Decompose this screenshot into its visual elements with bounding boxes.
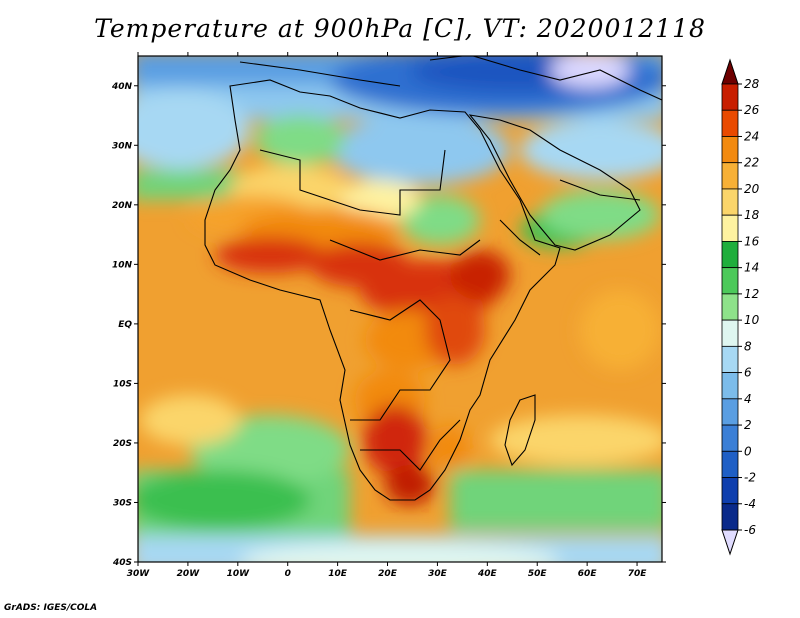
lon-tick-label: 10W — [227, 569, 251, 579]
lon-tick-label: 30E — [428, 569, 448, 579]
colorbar-box — [721, 136, 739, 164]
map-frame — [137, 55, 663, 563]
colorbar-box — [721, 83, 739, 111]
colorbar-label: 14 — [744, 261, 759, 275]
colorbar-box — [721, 214, 739, 242]
colorbar-box — [721, 398, 739, 426]
colorbar-box — [721, 293, 739, 321]
lon-tick-label: 70E — [628, 569, 648, 579]
colorbar-label: -6 — [744, 523, 756, 537]
lat-tick-label: 10S — [113, 379, 132, 389]
colorbar-label: 6 — [744, 366, 752, 380]
lat-tick-label: 40N — [111, 82, 133, 92]
colorbar-label: 24 — [744, 129, 759, 143]
lat-tick-label: EQ — [118, 320, 132, 330]
lon-tick-label: 60E — [578, 569, 598, 579]
colorbar-box — [721, 109, 739, 137]
colorbar-label: 16 — [744, 234, 760, 248]
lon-tick-label: 30W — [127, 569, 151, 579]
colorbar-label: 12 — [744, 287, 759, 301]
colorbar-top-arrow — [721, 58, 739, 85]
colorbar-label: 2 — [744, 418, 752, 432]
temperature-field — [138, 56, 662, 562]
colorbar-box — [721, 267, 739, 295]
colorbar-label: -2 — [744, 471, 756, 485]
colorbar-label: 4 — [744, 392, 752, 406]
lon-tick-label: 20E — [378, 569, 398, 579]
axis-ticks: 30W 20W 10W 0 10E 20E 30E 40E 50E 60E 70E 40N 30N 20N… — [111, 52, 666, 579]
lat-tick-label: 20S — [113, 439, 132, 449]
coastlines — [204, 56, 662, 501]
colorbar-label: 8 — [744, 339, 752, 353]
colorbar-box — [721, 319, 739, 347]
lat-tick-label: 40S — [112, 558, 132, 568]
colorbar-box — [721, 188, 739, 216]
colorbar-label: 28 — [744, 77, 760, 91]
colorbar-label: -4 — [744, 497, 756, 511]
colorbar-box — [721, 503, 739, 531]
lon-tick-label: 50E — [528, 569, 548, 579]
lon-tick-label: 0 — [285, 569, 291, 579]
colorbar-label: 22 — [744, 156, 759, 170]
colorbar-bottom-arrow — [721, 529, 739, 556]
colorbar-label: 0 — [744, 444, 752, 458]
grads-credit: GrADS: IGES/COLA — [4, 603, 98, 613]
colorbar-label: 18 — [744, 208, 760, 222]
colorbar-label: 26 — [744, 103, 760, 117]
lat-tick-label: 20N — [112, 201, 133, 211]
colorbar-box — [721, 162, 739, 190]
lon-tick-label: 10E — [328, 569, 348, 579]
lat-tick-label: 30S — [113, 498, 132, 508]
colorbar-box — [721, 450, 739, 478]
colorbar-box — [721, 345, 739, 373]
lon-tick-label: 20W — [177, 569, 201, 579]
colorbar-label: 10 — [744, 313, 760, 327]
lat-tick-label: 30N — [112, 141, 133, 151]
colorbar-box — [721, 241, 739, 269]
colorbar-box — [721, 424, 739, 452]
lat-tick-label: 10N — [112, 260, 133, 270]
map-title: Temperature at 900hPa [C], VT: 202001211… — [94, 14, 706, 43]
colorbar-label: 20 — [744, 182, 760, 196]
lon-tick-label: 40E — [477, 569, 498, 579]
colorbar-box — [721, 372, 739, 400]
colorbar-box — [721, 477, 739, 505]
